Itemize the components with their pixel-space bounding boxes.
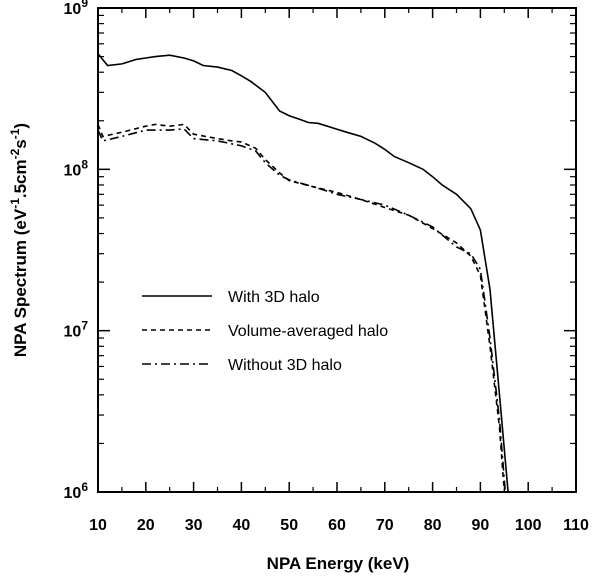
y-tick-exponent: 9: [81, 0, 88, 10]
x-tick-label: 10: [89, 517, 107, 534]
y-tick-label: 106: [64, 480, 89, 502]
x-tick-label: 90: [472, 517, 490, 534]
legend-label-3: Without 3D halo: [228, 357, 342, 374]
plot-frame: [97, 7, 577, 493]
x-axis-title: NPA Energy (keV): [267, 554, 410, 573]
x-tick-label: 50: [280, 517, 298, 534]
y-axis-title: NPA Spectrum (eV-1.5cm-2s-1): [8, 123, 30, 357]
legend-label-2: Volume-averaged halo: [228, 323, 388, 340]
legend-label-1: With 3D halo: [228, 289, 320, 306]
x-tick-label: 40: [233, 517, 251, 534]
series-layer: [97, 53, 509, 493]
y-axis-title-part: NPA Spectrum (eV: [11, 208, 30, 357]
x-tick-label: 60: [328, 517, 346, 534]
x-tick-label: 20: [137, 517, 155, 534]
y-tick-exponent: 8: [81, 157, 88, 171]
series-line-2: [97, 123, 506, 493]
series-line-3: [97, 128, 507, 493]
y-tick-label: 109: [64, 0, 89, 18]
x-tick-label: 70: [376, 517, 394, 534]
y-tick-base: 10: [64, 162, 82, 179]
y-axis-title-part: ): [11, 123, 30, 129]
y-tick-label: 107: [64, 319, 89, 341]
y-axis-title-part: s: [11, 139, 30, 148]
x-tick-label: 110: [563, 517, 589, 534]
y-tick-base: 10: [64, 324, 82, 341]
legend: With 3D halo Volume-averaged halo Without …: [142, 289, 388, 374]
x-tick-label: 100: [515, 517, 542, 534]
x-tick-label: 80: [424, 517, 442, 534]
x-axis-ticks: 10 20 30 40 50 60 70 80 90 100 110: [89, 8, 589, 534]
y-axis-title-part: -1: [8, 128, 22, 139]
series-line-1: [97, 53, 509, 493]
y-tick-exponent: 6: [81, 480, 88, 494]
x-tick-label: 30: [185, 517, 203, 534]
y-tick-base: 10: [64, 485, 82, 502]
y-axis-title-part: .5cm: [11, 159, 30, 198]
y-tick-base: 10: [64, 1, 82, 18]
y-axis-title-part: -2: [8, 148, 22, 159]
y-tick-label: 108: [64, 157, 89, 179]
y-axis-title-part: -1: [8, 198, 22, 209]
y-tick-exponent: 7: [81, 319, 88, 333]
